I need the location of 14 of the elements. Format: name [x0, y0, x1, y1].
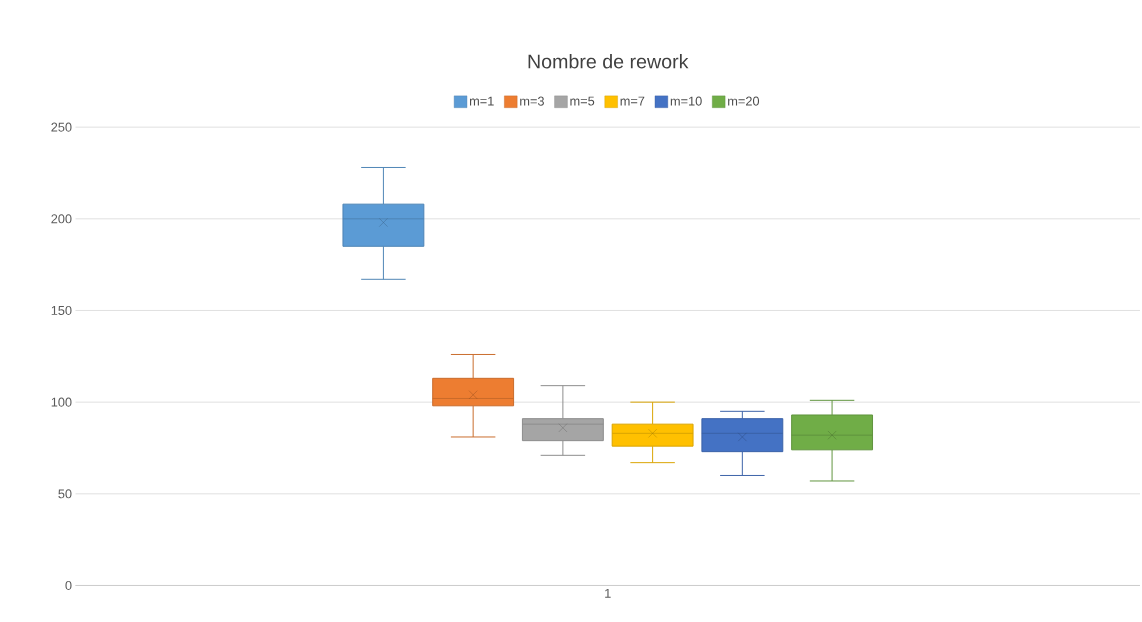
y-tick-label: 200: [51, 214, 72, 224]
y-tick-label: 100: [51, 397, 72, 407]
y-tick-label: 0: [65, 580, 72, 591]
legend-label: m=3: [520, 96, 544, 106]
legend-label: m=10: [670, 96, 702, 106]
legend-label: m=7: [620, 96, 645, 106]
y-tick-label: 250: [51, 122, 72, 132]
legend-label: m=5: [570, 96, 595, 106]
legend-label: m=1: [469, 96, 494, 106]
legend-label: m=20: [728, 96, 760, 106]
chart-title: Nombre de rework: [528, 54, 689, 69]
y-tick-label: 150: [51, 305, 72, 316]
y-tick-label: 50: [58, 489, 72, 499]
x-tick-label: 1: [605, 588, 611, 598]
